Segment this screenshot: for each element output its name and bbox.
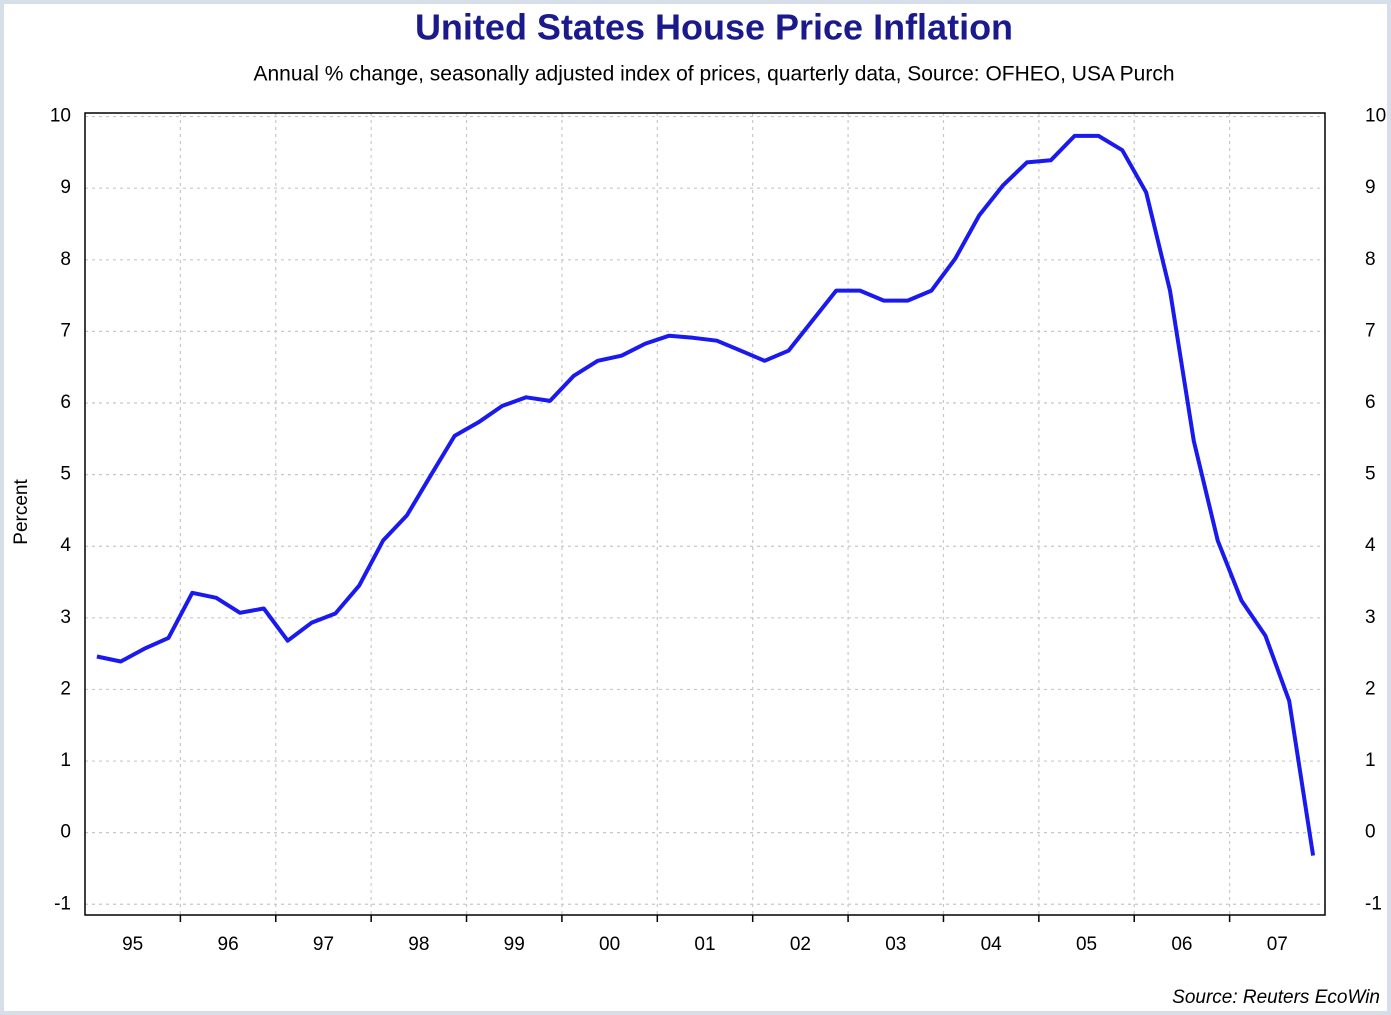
x-tick-label: 95 (122, 934, 143, 955)
y-tick-label: 3 (60, 607, 71, 628)
y-tick-label: 10 (50, 106, 71, 127)
y2-tick-label: 3 (1365, 607, 1376, 628)
x-tick-label: 04 (981, 934, 1003, 955)
data-line (96, 133, 1316, 856)
source-note: Source: Reuters EcoWin (1172, 987, 1380, 1008)
x-tick-label: 96 (218, 934, 239, 955)
x-tick-label: 07 (1267, 934, 1288, 955)
x-tick-label: 99 (504, 934, 525, 955)
x-tick-label: 98 (408, 934, 429, 955)
y-tick-label: -1 (54, 893, 71, 914)
y-tick-label: 0 (60, 822, 71, 843)
y-tick-label: 8 (60, 249, 71, 270)
x-tick-label: 01 (694, 934, 715, 955)
y2-tick-label: 7 (1365, 320, 1376, 341)
y2-tick-label: 6 (1365, 392, 1376, 413)
y-axis-label: Percent (11, 479, 32, 545)
y-tick-label: 7 (60, 320, 71, 341)
chart-title: United States House Price Inflation (415, 7, 1013, 48)
x-tick-label: 97 (313, 934, 334, 955)
y2-tick-label: 5 (1365, 464, 1376, 485)
y-tick-label: 5 (60, 464, 71, 485)
y-tick-label: 2 (60, 678, 71, 699)
y2-tick-label: 9 (1365, 177, 1376, 198)
plot-frame (84, 112, 1326, 916)
x-tick-label: 06 (1171, 934, 1192, 955)
chart-subtitle: Annual % change, seasonally adjusted ind… (254, 63, 1175, 86)
y-tick-label: 1 (60, 750, 71, 771)
x-tick-label: 00 (599, 934, 620, 955)
y-tick-label: 6 (60, 392, 71, 413)
x-tick-label: 05 (1076, 934, 1097, 955)
y2-tick-label: -1 (1365, 893, 1382, 914)
y2-tick-label: 4 (1365, 535, 1376, 556)
y2-tick-label: 1 (1365, 750, 1376, 771)
y-tick-label: 4 (60, 535, 71, 556)
y2-tick-label: 0 (1365, 822, 1376, 843)
x-tick-label: 03 (885, 934, 906, 955)
y2-tick-label: 2 (1365, 678, 1376, 699)
y2-tick-label: 8 (1365, 249, 1376, 270)
x-tick-label: 02 (790, 934, 811, 955)
y-tick-label: 9 (60, 177, 71, 198)
y2-tick-label: 10 (1365, 106, 1386, 127)
